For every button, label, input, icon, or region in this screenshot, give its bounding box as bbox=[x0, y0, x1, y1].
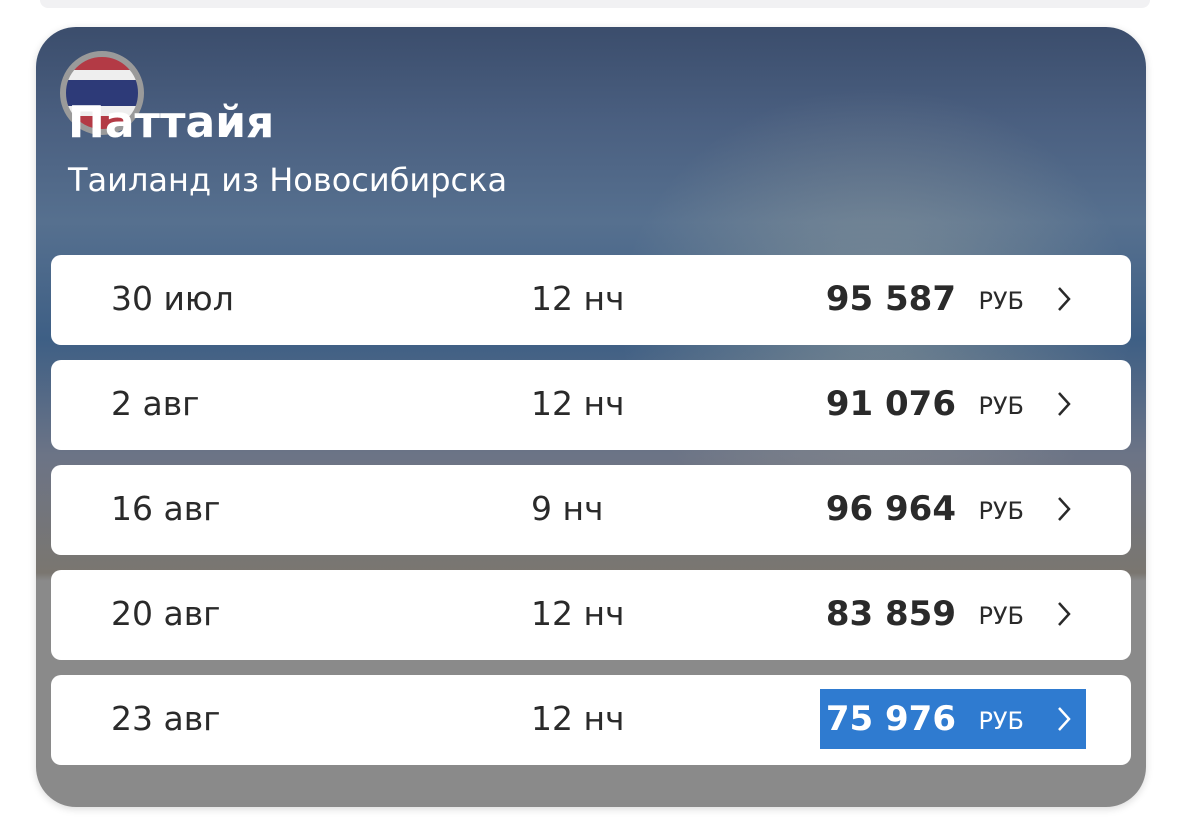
offer-nights: 12 нч bbox=[531, 699, 625, 738]
price-box[interactable]: 83 859 РУБ bbox=[820, 584, 1086, 644]
offer-nights: 12 нч bbox=[531, 279, 625, 318]
offer-currency: РУБ bbox=[978, 602, 1024, 630]
offer-row[interactable]: 23 авг 12 нч 75 976 РУБ bbox=[51, 675, 1131, 765]
chevron-icon bbox=[1058, 602, 1071, 626]
offer-nights: 12 нч bbox=[531, 384, 625, 423]
offer-row[interactable]: 20 авг 12 нч 83 859 РУБ bbox=[51, 570, 1131, 660]
flag-icon bbox=[60, 51, 144, 135]
offer-date: 30 июл bbox=[111, 279, 234, 318]
destination-card[interactable]: Паттайя Таиланд из Новосибирска 30 июл 12… bbox=[36, 27, 1146, 807]
offer-row[interactable]: 2 авг 12 нч 91 076 РУБ bbox=[51, 360, 1131, 450]
offer-currency: РУБ bbox=[978, 497, 1024, 525]
chevron-icon bbox=[1058, 287, 1071, 311]
destination-title: Паттайя bbox=[68, 97, 275, 148]
chevron-icon bbox=[1058, 392, 1071, 416]
offer-nights: 12 нч bbox=[531, 594, 625, 633]
offer-nights: 9 нч bbox=[531, 489, 604, 528]
price-box[interactable]: 96 964 РУБ bbox=[820, 479, 1086, 539]
offer-date: 16 авг bbox=[111, 489, 221, 528]
offer-currency: РУБ bbox=[978, 392, 1024, 420]
chevron-icon bbox=[1058, 497, 1071, 521]
offer-currency: РУБ bbox=[978, 707, 1024, 735]
offer-date: 23 авг bbox=[111, 699, 221, 738]
offer-price: 96 964 bbox=[825, 489, 956, 529]
offer-currency: РУБ bbox=[978, 287, 1024, 315]
price-box[interactable]: 91 076 РУБ bbox=[820, 374, 1086, 434]
offer-date: 20 авг bbox=[111, 594, 221, 633]
offer-price: 75 976 bbox=[825, 699, 956, 739]
destination-subtitle: Таиланд из Новосибирска bbox=[68, 161, 508, 199]
price-box[interactable]: 95 587 РУБ bbox=[820, 269, 1086, 329]
offer-row[interactable]: 30 июл 12 нч 95 587 РУБ bbox=[51, 255, 1131, 345]
offer-date: 2 авг bbox=[111, 384, 200, 423]
price-box[interactable]: 75 976 РУБ bbox=[820, 689, 1086, 749]
chevron-icon bbox=[1058, 707, 1071, 731]
offer-price: 95 587 bbox=[825, 279, 956, 319]
offer-row[interactable]: 16 авг 9 нч 96 964 РУБ bbox=[51, 465, 1131, 555]
previous-card-edge bbox=[40, 0, 1150, 8]
offer-price: 91 076 bbox=[825, 384, 956, 424]
offer-price: 83 859 bbox=[825, 594, 956, 634]
